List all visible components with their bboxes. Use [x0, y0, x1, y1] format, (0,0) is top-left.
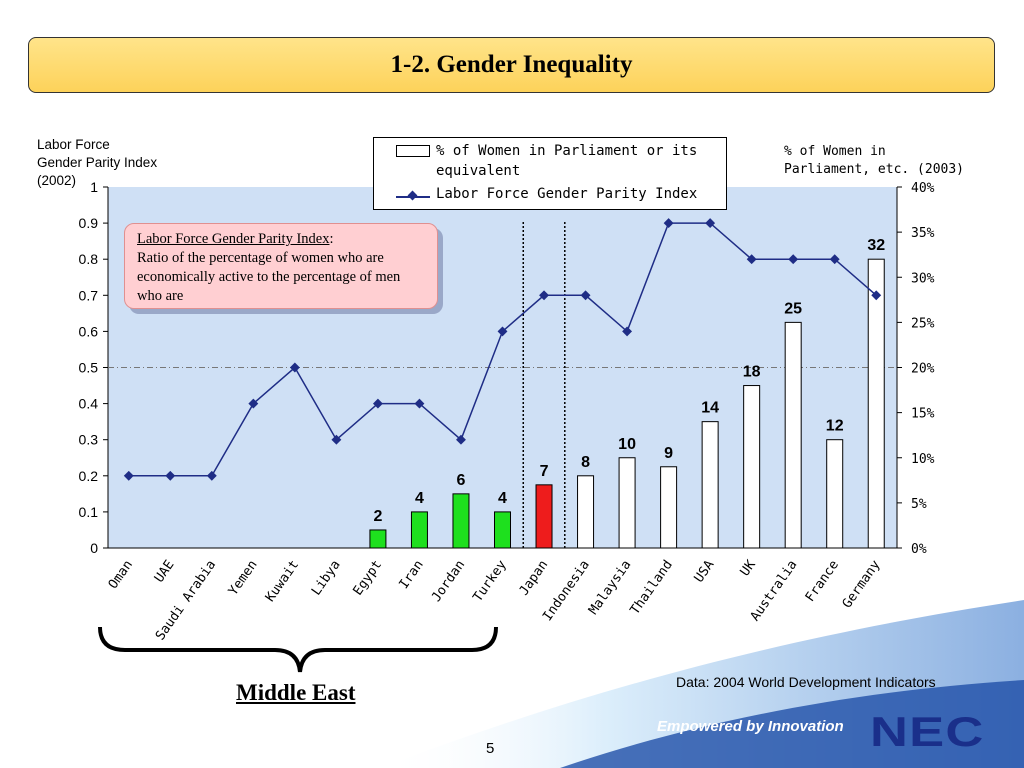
- bar-data-label: 9: [664, 445, 673, 462]
- bar-data-label: 10: [618, 436, 636, 453]
- left-axis-tick-label: 0: [90, 540, 98, 556]
- bar-data-label: 4: [498, 490, 507, 507]
- parliament-bar: [784, 321, 802, 549]
- right-axis-tick-label: 35%: [911, 226, 935, 241]
- callout-colon: :: [329, 231, 334, 247]
- parity-index-point: [580, 290, 591, 301]
- right-axis-tick-label: 40%: [911, 181, 935, 196]
- bar-data-label: 32: [867, 237, 885, 254]
- parity-index-point: [414, 398, 425, 409]
- right-axis-tick-label: 10%: [911, 452, 935, 467]
- parity-index-point: [206, 470, 217, 481]
- bar-data-label: 25: [784, 300, 802, 317]
- right-axis-tick-label: 30%: [911, 271, 935, 286]
- category-label: UK: [738, 558, 759, 580]
- right-axis-tick-label: 25%: [911, 316, 935, 331]
- right-axis-tick-label: 0%: [911, 542, 927, 557]
- parliament-bar: [743, 385, 761, 549]
- parity-index-point: [331, 434, 342, 445]
- right-axis-tick-label: 20%: [911, 362, 935, 377]
- page-number: 5: [486, 740, 495, 757]
- bar-data-label: 12: [826, 418, 844, 435]
- parity-index-point: [705, 218, 716, 229]
- parity-index-point: [497, 326, 508, 337]
- left-axis-tick-label: 0.3: [79, 432, 99, 448]
- slide-title-banner: 1-2. Gender Inequality: [28, 37, 995, 93]
- right-axis-title: % of Women in Parliament, etc. (2003): [784, 144, 965, 177]
- parliament-bar: [577, 475, 595, 549]
- left-axis-tick-label: 1: [90, 179, 98, 195]
- parity-index-point: [372, 398, 383, 409]
- left-axis-tick-label: 0.9: [79, 215, 99, 231]
- left-axis-tick-label: 0.8: [79, 251, 99, 267]
- callout-definition: Ratio of the percentage of women who are…: [137, 250, 401, 304]
- parliament-bar: [494, 511, 511, 549]
- right-axis-tick-label: 5%: [911, 497, 927, 512]
- parliament-bar: [826, 439, 844, 549]
- bar-data-label: 2: [373, 508, 382, 525]
- parity-index-point: [289, 362, 300, 373]
- parliament-bar: [410, 511, 428, 549]
- middle-east-label: Middle East: [236, 680, 356, 705]
- nec-logo: NEC: [870, 708, 985, 755]
- bar-data-label: 18: [743, 364, 761, 381]
- left-axis-tick-label: 0.7: [79, 287, 99, 303]
- parliament-bar: [369, 529, 387, 549]
- left-axis-tick-label: 0.1: [79, 504, 99, 520]
- bar-data-label: 14: [701, 400, 719, 417]
- parliament-bar: [701, 421, 719, 549]
- callout-term: Labor Force Gender Parity Index: [137, 231, 330, 247]
- parliament-bar: [867, 258, 885, 549]
- bar-data-label: 6: [457, 472, 466, 489]
- parity-index-point: [248, 398, 259, 409]
- left-axis-tick-label: 0.2: [79, 468, 99, 484]
- left-axis-tick-label: 0.4: [79, 396, 99, 412]
- bar-data-label: 4: [415, 490, 424, 507]
- parity-index-point: [165, 470, 176, 481]
- left-axis-tick-label: 0.6: [79, 323, 99, 339]
- parliament-bar: [535, 484, 553, 549]
- parity-index-point: [539, 290, 549, 301]
- parity-index-point: [456, 434, 466, 445]
- right-axis-tick-label: 15%: [911, 407, 935, 422]
- nec-tagline: Empowered by Innovation: [657, 718, 844, 735]
- parity-index-point: [871, 290, 882, 301]
- parliament-bar: [618, 457, 636, 549]
- left-axis-title: Labor Force Gender Parity Index (2002): [37, 137, 158, 188]
- parity-index-point: [663, 218, 674, 229]
- bar-data-label: 8: [581, 454, 590, 471]
- legend-line-label: Labor Force Gender Parity Index: [436, 186, 698, 202]
- definition-callout: Labor Force Gender Parity Index: Ratio o…: [124, 223, 438, 309]
- bar-data-label: 7: [540, 463, 549, 480]
- slide-title: 1-2. Gender Inequality: [390, 51, 633, 78]
- left-axis-tick-label: 0.5: [79, 360, 99, 376]
- legend-bar-swatch: [396, 145, 430, 157]
- chart-legend: % of Women in Parliament or its equivale…: [373, 137, 727, 210]
- parity-index-point: [123, 470, 134, 481]
- data-source-note: Data: 2004 World Development Indicators: [676, 674, 936, 690]
- legend-bar-label: % of Women in Parliament or its equivale…: [436, 143, 698, 179]
- parliament-bar: [660, 466, 678, 549]
- parity-index-point: [622, 326, 633, 337]
- parliament-bar: [452, 493, 470, 549]
